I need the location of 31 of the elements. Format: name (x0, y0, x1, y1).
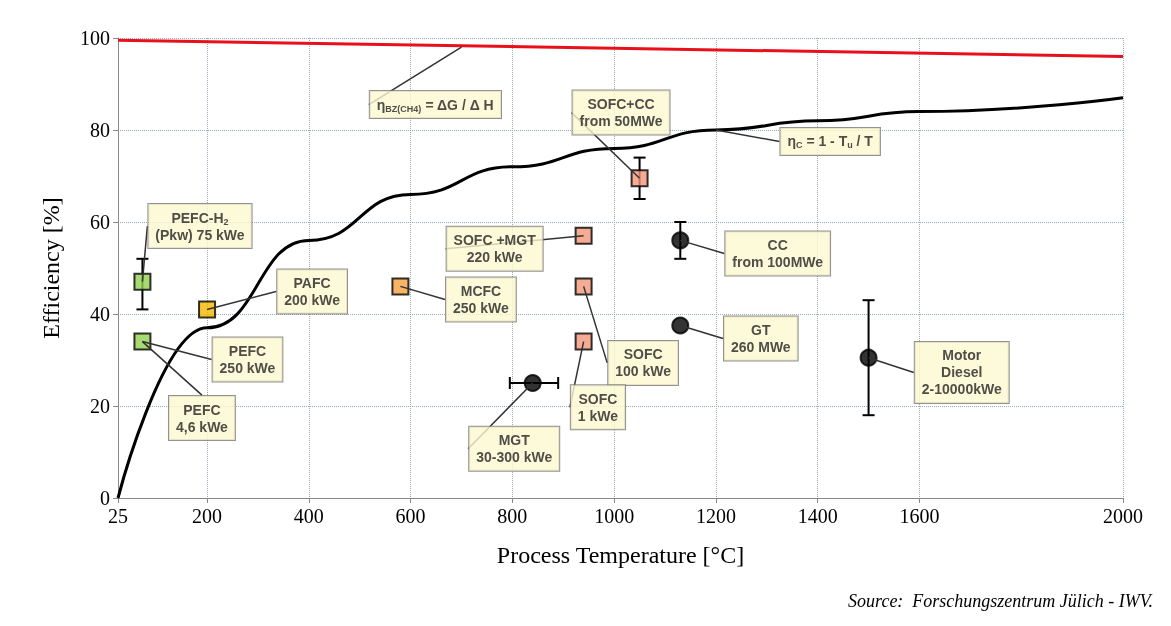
annotation: SOFC+CC from 50MWe (579, 96, 663, 130)
x-tick-label: 800 (497, 505, 528, 527)
y-tick-label: 80 (90, 119, 110, 141)
annotation: MGT 30-300 kWe (476, 432, 553, 466)
x-axis-title: Process Temperature [°C] (496, 542, 745, 568)
annotation: GT 260 MWe (730, 322, 791, 356)
y-tick-label: 60 (90, 211, 110, 233)
x-tick-label: 400 (293, 505, 324, 527)
x-tick-label: 1000 (594, 505, 635, 527)
x-tick-label: 1400 (797, 505, 838, 527)
source-note: Source: Forschungszentrum Jülich - IWV. (848, 591, 1154, 611)
annotation: SOFC +MGT 220 kWe (453, 232, 537, 266)
y-tick-label: 0 (100, 487, 110, 509)
x-tick-label: 25 (108, 505, 128, 527)
annotation: SOFC 1 kWe (577, 390, 619, 424)
y-tick-label: 40 (90, 303, 110, 325)
x-tick-label: 1600 (899, 505, 940, 527)
annotation: Motor Diesel 2-10000kWe (921, 347, 1002, 398)
y-tick-label: 100 (80, 27, 110, 49)
annotation: PEFC 250 kWe (219, 343, 276, 377)
annotation: SOFC 100 kWe (615, 346, 672, 380)
y-axis-title: Efficiency [%] (38, 197, 64, 339)
x-tick-label: 1200 (695, 505, 736, 527)
annotation: PAFC 200 kWe (284, 274, 341, 308)
x-tick-label: 200 (192, 505, 223, 527)
annotation: MCFC 250 kWe (453, 282, 510, 316)
annotation: PEFC 4,6 kWe (175, 401, 229, 435)
x-tick-label: 2000 (1103, 505, 1143, 527)
x-tick-label: 600 (395, 505, 426, 527)
annotation: CC from 100MWe (732, 236, 824, 270)
y-tick-label: 20 (90, 395, 110, 417)
